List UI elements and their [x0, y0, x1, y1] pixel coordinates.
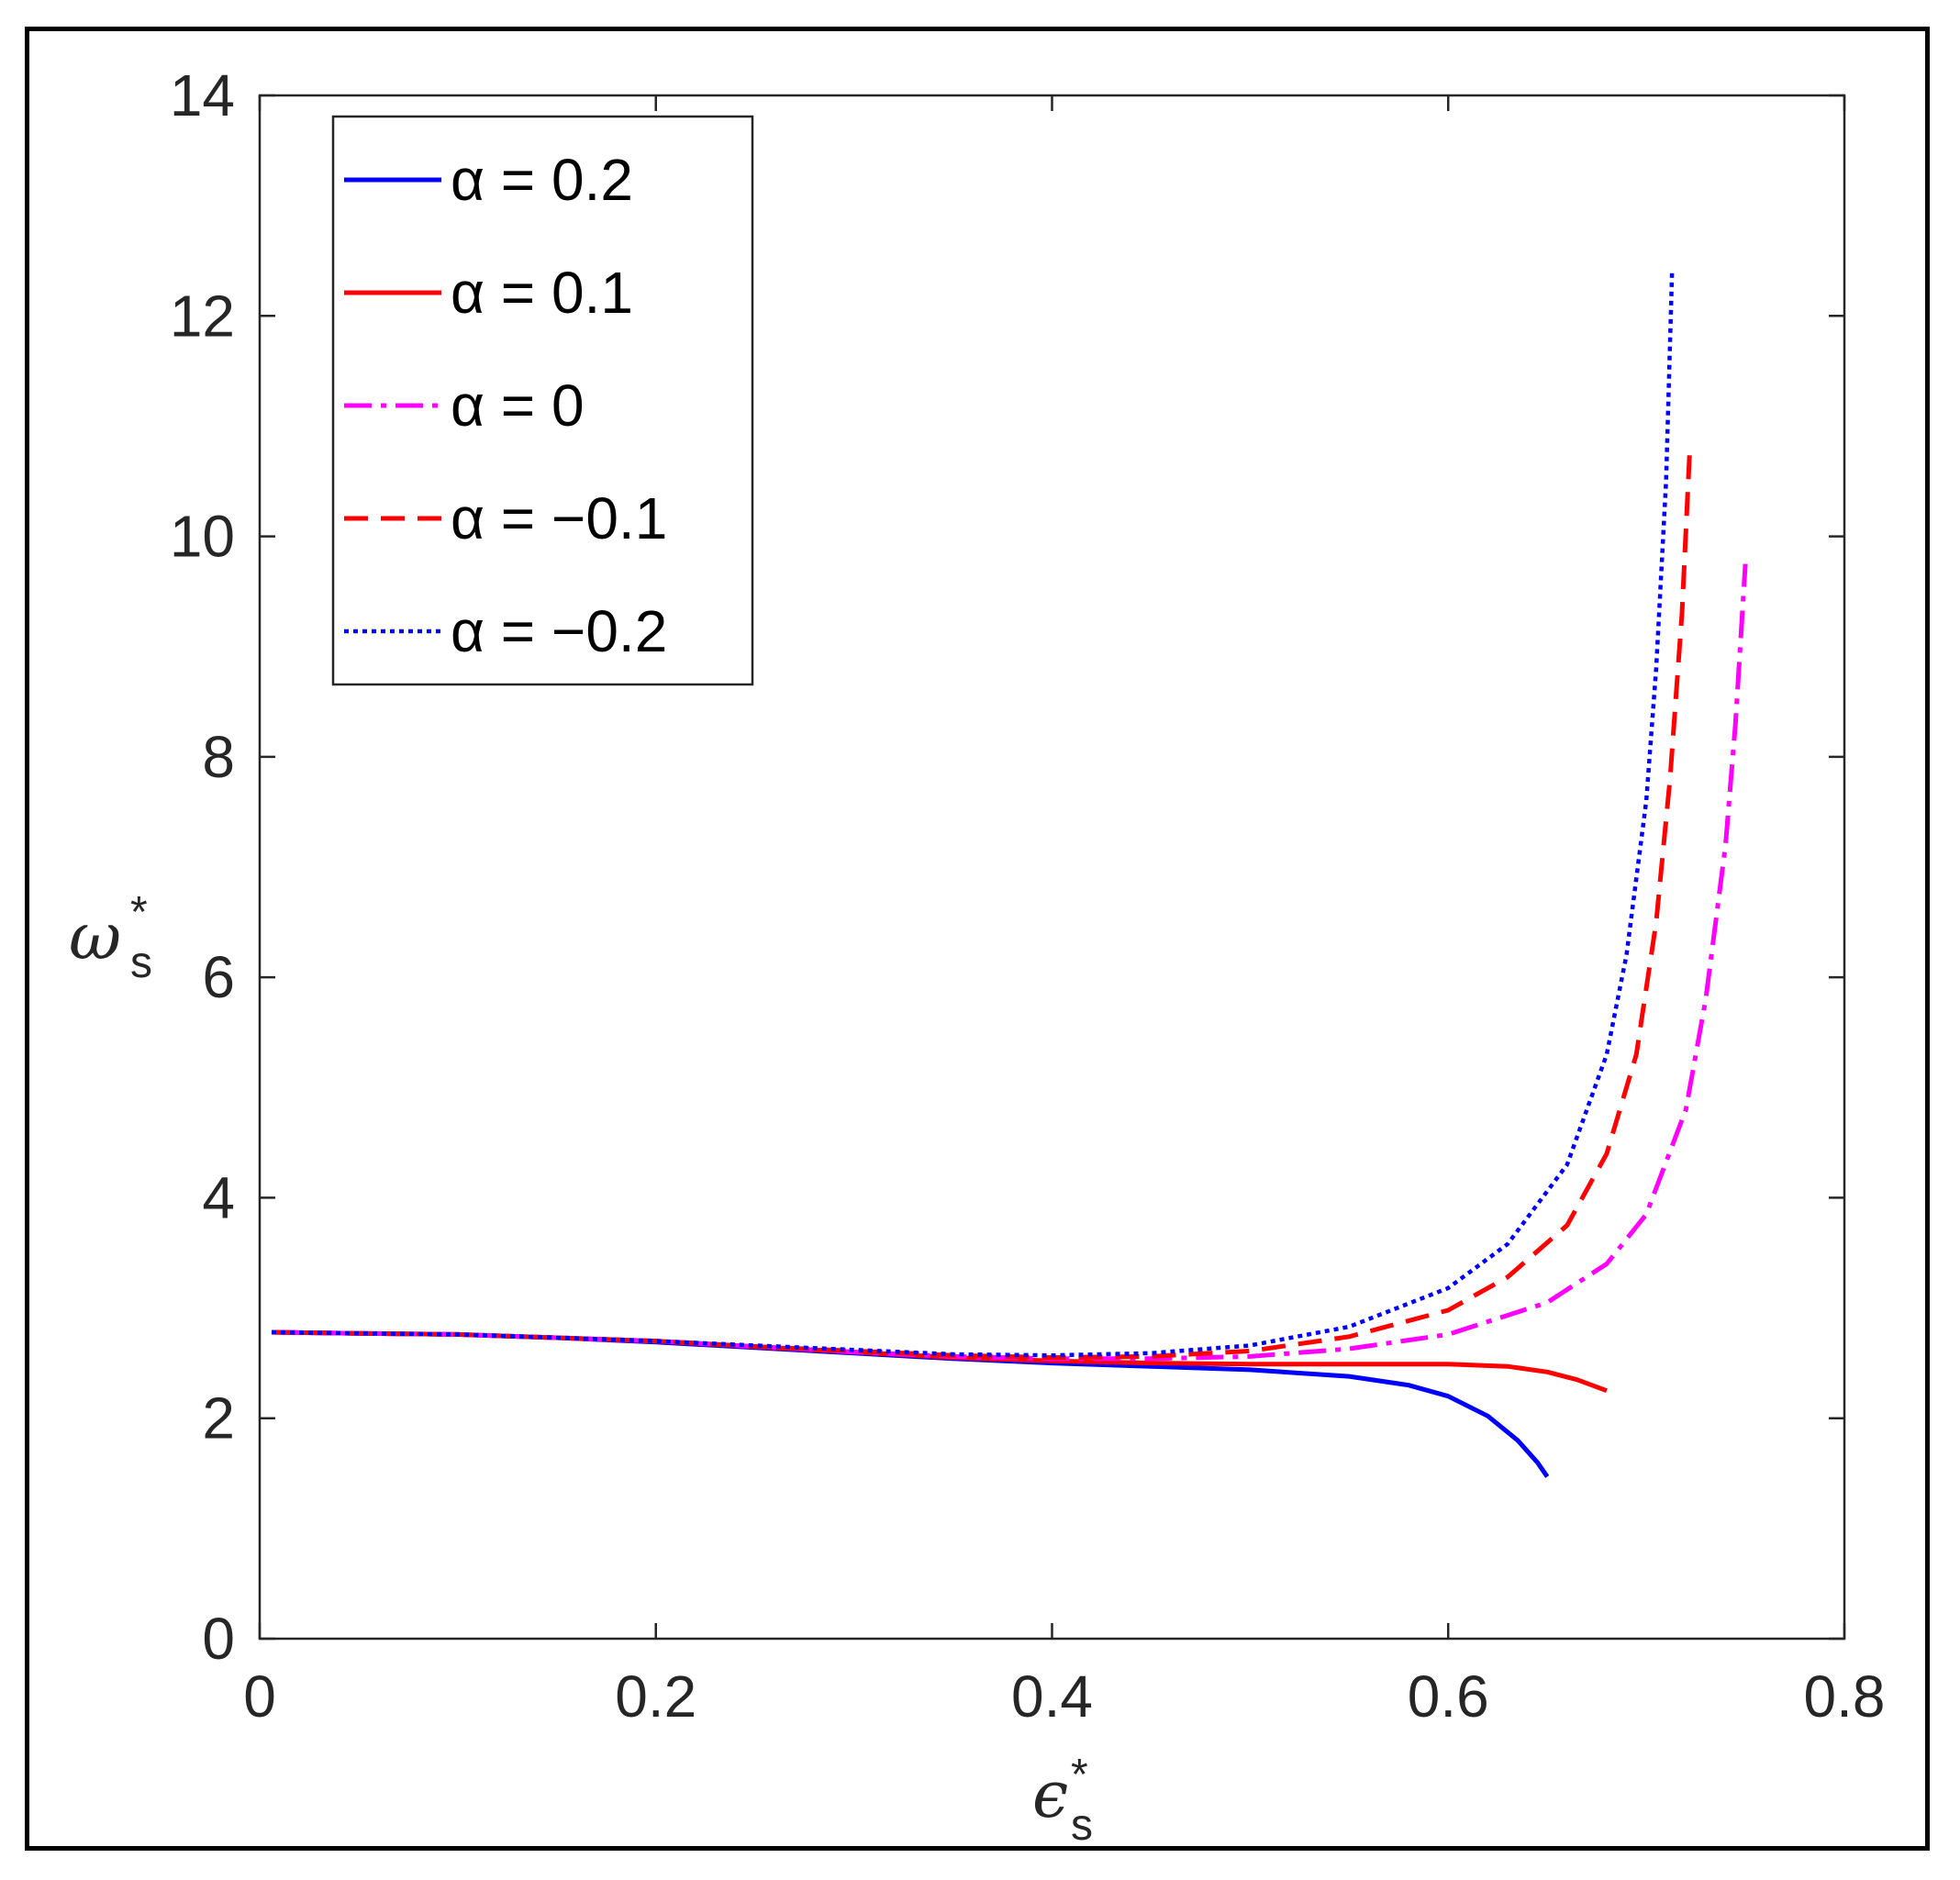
x-tick-label: 0	[243, 1663, 276, 1730]
y-tick-label: 2	[202, 1385, 235, 1452]
axis-ticks	[258, 94, 1846, 1641]
series-line-2	[271, 563, 1748, 1362]
legend-label-3: α = −0.1	[451, 485, 667, 551]
y-tick-label: 14	[170, 62, 235, 128]
x-tick-label: 0.4	[1011, 1663, 1093, 1730]
legend-label-4: α = −0.2	[451, 598, 667, 664]
y-tick-label: 0	[202, 1606, 235, 1672]
legend-label-0: α = 0.2	[451, 147, 633, 213]
x-tick-labels: 0 0.2 0.4 0.6 0.8	[243, 1663, 1885, 1730]
x-axis-label-subscript: s	[1071, 1801, 1093, 1850]
y-tick-label: 8	[202, 724, 235, 790]
legend-entries: α = 0.2 α = 0.1 α = 0 α = −0.1 α = −0.2	[344, 147, 667, 664]
y-tick-label: 4	[202, 1164, 235, 1230]
legend-label-1: α = 0.1	[451, 260, 633, 326]
x-axis-label-superscript: *	[1071, 1751, 1088, 1799]
series-lines	[271, 272, 1748, 1478]
y-axis-label-subscript: s	[130, 939, 152, 987]
x-tick-label: 0.8	[1804, 1663, 1886, 1730]
legend-label-2: α = 0	[451, 373, 585, 439]
y-tick-label: 6	[202, 944, 235, 1010]
x-axis-label: ϵ	[1032, 1757, 1068, 1832]
x-tick-label: 0.6	[1408, 1663, 1489, 1730]
legend: α = 0.2 α = 0.1 α = 0 α = −0.1 α = −0.2	[331, 115, 754, 686]
legend-box	[331, 115, 754, 686]
y-tick-label: 10	[170, 504, 235, 570]
y-tick-labels: 0 2 4 6 8 10 12 14	[170, 62, 235, 1672]
x-tick-label: 0.2	[615, 1663, 696, 1730]
y-tick-label: 12	[170, 283, 235, 349]
series-line-4	[271, 272, 1675, 1358]
y-axis-label-superscript: *	[130, 888, 148, 937]
y-axis-label: ω	[69, 899, 121, 974]
